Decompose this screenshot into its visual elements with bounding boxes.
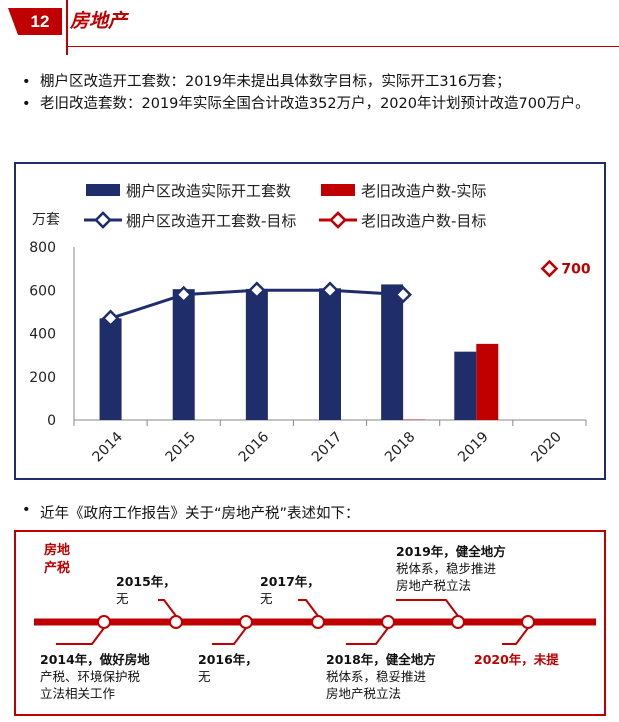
x-tick-label: 2014 (89, 429, 126, 466)
timeline-event-text: 房地产税立法 (326, 686, 401, 701)
timeline-node (451, 615, 465, 629)
timeline-node (521, 615, 535, 629)
y-tick-label: 200 (29, 370, 56, 386)
point-old-renovation-target (540, 259, 559, 278)
bar-shantytown-actual (172, 289, 195, 420)
header-underline (66, 46, 619, 47)
point-shantytown-target (101, 309, 120, 328)
y-tick-label: 600 (29, 283, 56, 299)
timeline-event-text: 2015年， (116, 574, 176, 589)
bullet-item-tax: 近年《政府工作报告》关于“房地产税”表述如下： (20, 502, 610, 524)
legend-label: 棚户区改造实际开工套数 (126, 182, 291, 200)
legend-swatch (321, 184, 355, 196)
bar-shantytown-actual (245, 288, 268, 420)
timeline-event-text: 税体系，稳妥推进 (326, 669, 427, 684)
bar-shantytown-actual (319, 288, 341, 420)
legend-label: 棚户区改造开工套数-目标 (126, 212, 296, 230)
timeline-event-text: 立法相关工作 (40, 686, 116, 701)
legend-marker (94, 211, 112, 229)
point-shantytown-target (174, 285, 193, 304)
timeline-connector (502, 627, 529, 645)
legend-marker (329, 211, 347, 229)
section-header: 12 房地产 (0, 0, 619, 55)
timeline-event-text: 税体系，稳步推进 (396, 561, 497, 576)
timeline-connector (396, 599, 459, 617)
bullet-tax-text: 近年《政府工作报告》关于“房地产税”表述如下： (20, 502, 610, 523)
timeline-title: 房地 (44, 542, 70, 558)
timeline-connector (212, 627, 247, 645)
point-shantytown-target (394, 285, 412, 304)
timeline-event-text: 无 (260, 591, 273, 606)
timeline-connector (56, 627, 105, 645)
timeline-node (381, 615, 395, 629)
summary-bullets: 棚户区改造开工套数：2019年未提出具体数字目标，实际开工316万套； 老旧改造… (20, 72, 610, 116)
y-tick-label: 400 (29, 327, 56, 343)
legend-label: 老旧改造户数-实际 (361, 182, 486, 200)
y-tick-label: 0 (47, 413, 56, 429)
y-tick-label: 800 (29, 240, 56, 256)
tax-timeline-frame: 房地产税 2014年，做好房地 产税、环境保护税 立法相关工作 2015年， 无 2016年… (14, 530, 606, 716)
bar-shantytown-actual (454, 351, 477, 420)
timeline-event-text: 2014年，做好房地 (40, 652, 150, 667)
x-tick-label: 2017 (309, 429, 346, 466)
header-divider (66, 0, 68, 55)
timeline-connector (346, 627, 389, 645)
point-shantytown-target (321, 281, 339, 300)
bar-shantytown-actual (381, 284, 404, 420)
timeline-node (239, 615, 253, 629)
header-flag-tail (8, 8, 18, 35)
chart-frame: 棚户区改造实际开工套数 老旧改造户数-实际棚户区改造开工套数-目标 老旧改造户数-目… (14, 162, 606, 480)
timeline-event-text: 2017年， (260, 574, 320, 589)
section-number: 12 (18, 8, 62, 35)
x-tick-label: 2016 (236, 429, 273, 466)
bullet-item: 老旧改造套数：2019年实际全国合计改造352万户，2020年计划预计改造700… (20, 94, 610, 115)
y-axis-label: 万套 (32, 212, 60, 228)
legend-label: 老旧改造户数-目标 (361, 212, 486, 230)
timeline-event-text: 房地产税立法 (396, 578, 471, 593)
bar-shantytown-actual (99, 318, 122, 420)
timeline-event-text: 2019年，健全地方 (396, 544, 506, 559)
timeline-connector (158, 599, 177, 617)
x-tick-label: 2020 (528, 429, 565, 466)
point-shantytown-target (248, 281, 266, 300)
data-label-700: 700 (561, 262, 590, 278)
section-title: 房地产 (70, 10, 128, 32)
timeline-title: 产税 (44, 560, 70, 576)
timeline-event-text: 产税、环境保护税 (40, 669, 141, 684)
timeline-connector (298, 599, 319, 617)
timeline-node (311, 615, 325, 629)
timeline-event-text: 2016年， (198, 652, 258, 667)
timeline-event-text: 2018年，健全地方 (326, 652, 436, 667)
timeline-event-text: 无 (198, 669, 211, 684)
x-tick-label: 2019 (455, 429, 492, 466)
timeline-event-text: 2020年，未提 (474, 652, 559, 667)
x-tick-label: 2015 (163, 429, 200, 466)
bullet-item: 棚户区改造开工套数：2019年未提出具体数字目标，实际开工316万套； (20, 72, 610, 93)
bar-old-renovation-actual (476, 343, 499, 420)
timeline-node (97, 615, 111, 629)
legend-swatch (86, 184, 120, 196)
timeline-event-text: 无 (116, 591, 129, 606)
x-tick-label: 2018 (382, 429, 419, 466)
timeline-node (169, 615, 183, 629)
